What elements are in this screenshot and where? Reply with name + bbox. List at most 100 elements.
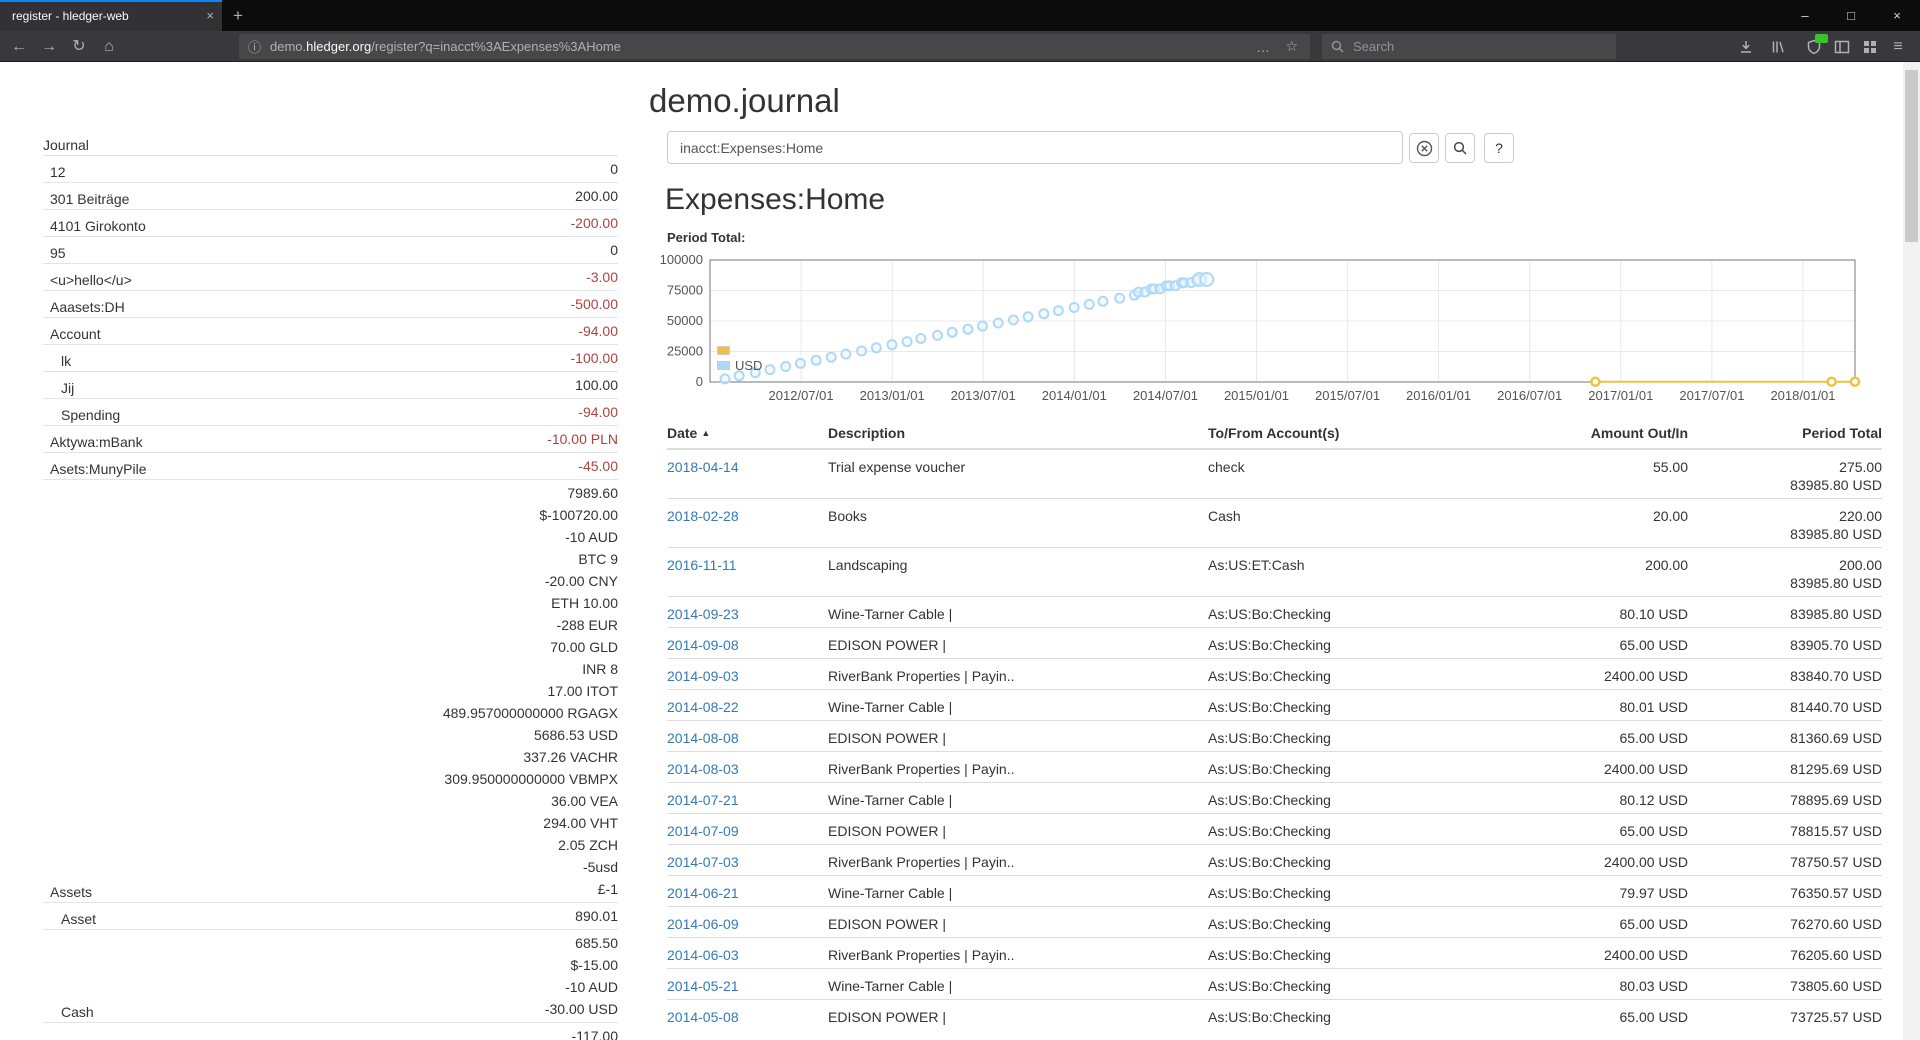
transaction-date-link[interactable]: 2014-06-03: [667, 947, 739, 963]
register-column-header[interactable]: Description: [828, 414, 1208, 450]
sidebar-account-row: lk -100.00: [43, 344, 618, 371]
account-link[interactable]: Aaasets:DH: [50, 299, 125, 315]
balance-amount: $-15.00: [570, 957, 618, 973]
back-icon[interactable]: ←: [11, 38, 27, 55]
transaction-date-link[interactable]: 2016-11-11: [667, 557, 737, 573]
transaction-amount: 79.97 USD: [1508, 875, 1688, 907]
scrollbar-thumb[interactable]: [1905, 70, 1918, 242]
period-total: 81360.69 USD: [1688, 720, 1882, 752]
account-balance: -10.00 PLN: [143, 428, 618, 450]
transaction-date-link[interactable]: 2014-08-22: [667, 699, 739, 715]
apps-grid-icon[interactable]: [1861, 38, 1879, 56]
balance-amount: 36.00 VEA: [551, 793, 618, 809]
tab-close-icon[interactable]: ×: [206, 8, 214, 23]
transaction-date-link[interactable]: 2014-09-08: [667, 637, 739, 653]
window-close-button[interactable]: ×: [1893, 8, 1901, 23]
transaction-date-link[interactable]: 2018-04-14: [667, 459, 739, 475]
account-link[interactable]: Jij: [61, 380, 75, 396]
legend-swatch: [717, 346, 730, 355]
page-scrollbar[interactable]: [1903, 62, 1920, 1040]
account-balance: 200.00: [129, 185, 618, 207]
account-link[interactable]: Cash: [61, 1004, 94, 1020]
sort-asc-icon: ▲: [701, 428, 711, 438]
account-link[interactable]: 4101 Girokonto: [50, 218, 146, 234]
extension-icon[interactable]: [1805, 34, 1828, 56]
balance-amount: -200.00: [570, 215, 618, 231]
account-link[interactable]: Assets: [50, 884, 93, 900]
period-total-line: 81360.69 USD: [1790, 730, 1882, 746]
account-link[interactable]: Asset: [61, 911, 97, 927]
query-input[interactable]: [667, 131, 1403, 164]
library-icon[interactable]: [1769, 38, 1787, 56]
balance-amount: 294.00 VHT: [543, 815, 618, 831]
account-link[interactable]: Account: [50, 326, 101, 342]
window-maximize-button[interactable]: □: [1847, 8, 1855, 23]
account-link[interactable]: 95: [50, 245, 66, 261]
register-header-row: Date ▲ Description To/From Account(s) Amount…: [667, 414, 1882, 450]
transaction-date-link[interactable]: 2014-08-03: [667, 761, 739, 777]
transaction-account: As:US:Bo:Checking: [1208, 782, 1508, 814]
page-actions-icon[interactable]: …: [1256, 38, 1270, 55]
url-subdomain: demo.: [270, 39, 307, 54]
period-total: 83985.80 USD: [1688, 596, 1882, 628]
transaction-date-link[interactable]: 2014-07-09: [667, 823, 739, 839]
window-minimize-button[interactable]: –: [1801, 8, 1809, 23]
account-link[interactable]: lk: [61, 353, 72, 369]
period-total-line: 78750.57 USD: [1790, 854, 1882, 870]
forward-icon[interactable]: →: [41, 38, 57, 55]
period-total-line: 220.00: [1839, 508, 1882, 524]
transaction-date-link[interactable]: 2014-08-08: [667, 730, 739, 746]
account-link[interactable]: Spending: [61, 407, 121, 423]
help-button[interactable]: ?: [1484, 133, 1514, 163]
register-column-header[interactable]: Period Total: [1688, 414, 1882, 450]
svg-text:2016/07/01: 2016/07/01: [1497, 388, 1562, 403]
magnifier-icon: [1453, 141, 1467, 155]
period-total: 81295.69 USD: [1688, 751, 1882, 783]
search-submit-button[interactable]: [1445, 133, 1475, 163]
account-link[interactable]: Aktywa:mBank: [50, 434, 143, 450]
menu-icon[interactable]: ≡: [1893, 38, 1903, 55]
reload-icon[interactable]: ↻: [72, 38, 86, 55]
site-info-icon[interactable]: ⓘ: [248, 40, 262, 55]
transaction-amount: 80.03 USD: [1508, 968, 1688, 1000]
account-balance: 685.50 $-15.00 -10 AUD -30.00 USD: [94, 932, 618, 1020]
extension-badge: [1815, 34, 1828, 43]
register-column-header[interactable]: Date ▲: [667, 414, 828, 450]
transaction-date-link[interactable]: 2014-07-03: [667, 854, 739, 870]
transaction-account: As:US:Bo:Checking: [1208, 720, 1508, 752]
period-chart-svg[interactable]: 0 25000 50000 75000 100000 2012/07/01 2013/01/…: [660, 252, 1890, 404]
register-column-header[interactable]: To/From Account(s): [1208, 414, 1508, 450]
account-link[interactable]: <u>hello</u>: [50, 272, 132, 288]
clear-query-button[interactable]: [1409, 133, 1439, 163]
transaction-date-link[interactable]: 2014-05-08: [667, 1009, 739, 1025]
sidebar-account-row: Cash 685.50 $-15.00 -10 AUD -30.00 USD: [43, 929, 618, 1022]
transaction-date-link[interactable]: 2014-06-09: [667, 916, 739, 932]
browser-search-bar[interactable]: Search: [1322, 34, 1616, 59]
register-column-header[interactable]: Amount Out/In: [1508, 414, 1688, 450]
account-link[interactable]: Asets:MunyPile: [50, 461, 147, 477]
account-link[interactable]: 301 Beiträge: [50, 191, 130, 207]
account-link[interactable]: 12: [50, 164, 66, 180]
sidebar-toggle-icon[interactable]: [1833, 38, 1851, 56]
browser-tab[interactable]: register - hledger-web ×: [0, 0, 222, 31]
transaction-date-link[interactable]: 2014-05-21: [667, 978, 739, 994]
transaction-description: Landscaping: [828, 547, 1208, 597]
search-placeholder: Search: [1353, 39, 1395, 54]
new-tab-button[interactable]: +: [233, 6, 243, 25]
transaction-date-link[interactable]: 2014-07-21: [667, 792, 739, 808]
sidebar-journal-link[interactable]: Journal: [43, 137, 89, 153]
balance-amount: 100.00: [575, 377, 618, 393]
transaction-date-link[interactable]: 2014-09-23: [667, 606, 739, 622]
home-icon[interactable]: ⌂: [104, 38, 114, 55]
svg-text:25000: 25000: [667, 344, 703, 359]
transaction-account: As:US:Bo:Checking: [1208, 751, 1508, 783]
bookmark-star-icon[interactable]: ☆: [1285, 38, 1298, 54]
url-bar[interactable]: ⓘ demo.hledger.org/register?q=inacct%3AE…: [239, 34, 1310, 59]
account-balance: -3.00: [132, 266, 618, 288]
transaction-date-link[interactable]: 2014-06-21: [667, 885, 739, 901]
downloads-icon[interactable]: [1737, 38, 1755, 56]
transaction-date-link[interactable]: 2018-02-28: [667, 508, 739, 524]
search-icon: [1331, 40, 1344, 53]
transaction-date-link[interactable]: 2014-09-03: [667, 668, 739, 684]
sidebar-account-row: Aktywa:mBank -10.00 PLN: [43, 425, 618, 452]
